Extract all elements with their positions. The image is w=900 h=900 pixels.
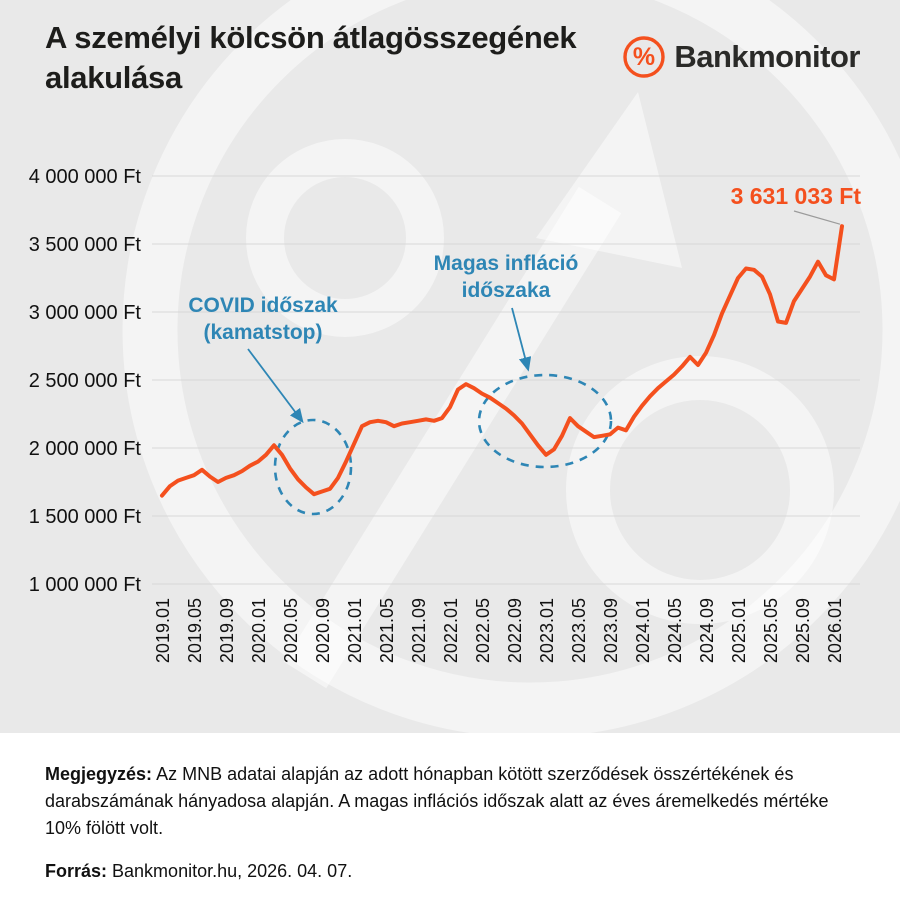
source-label: Forrás: (45, 861, 108, 881)
inflation-annotation-label-line1: Magas infláció (434, 252, 579, 275)
x-tick-label: 2019.05 (185, 598, 205, 663)
x-tick-label: 2026.01 (825, 598, 845, 663)
covid-annotation-label-line2: (kamatstop) (203, 321, 322, 344)
watermark-arrow-head (536, 92, 682, 268)
annotations: COVID időszak (kamatstop) Magas infláció id… (188, 252, 613, 516)
x-tick-label: 2024.09 (697, 598, 717, 663)
watermark-outer-ring (122, 0, 900, 733)
inflation-annotation-arrow (511, 307, 532, 372)
y-tick-label: 2 000 000 Ft (29, 438, 142, 460)
last-value-label: 3 631 033 Ft (731, 183, 862, 209)
y-tick-label: 4 000 000 Ft (29, 166, 142, 188)
watermark-arrow-shaft (283, 186, 622, 689)
trend-line (160, 224, 844, 498)
line-chart: 4 000 000 Ft 3 500 000 Ft 3 000 000 Ft 2 50… (29, 166, 862, 663)
source-text: Forrás: Bankmonitor.hu, 2026. 04. 07. (45, 861, 353, 881)
x-tick-label: 2021.05 (377, 598, 397, 663)
y-tick-label: 3 500 000 Ft (29, 234, 142, 256)
y-tick-label: 1 500 000 Ft (29, 506, 142, 528)
brand-logo: % Bankmonitor (621, 34, 860, 80)
x-tick-label: 2022.01 (441, 598, 461, 663)
x-tick-label: 2021.01 (345, 598, 365, 663)
x-tick-label: 2022.09 (505, 598, 525, 663)
x-tick-label: 2025.01 (729, 598, 749, 663)
note-text: Megjegyzés: Az MNB adatai alapján az ado… (45, 764, 829, 838)
x-tick-label: 2023.05 (569, 598, 589, 663)
footer: Megjegyzés: Az MNB adatai alapján az ado… (0, 733, 900, 900)
watermark-lower-dot (566, 356, 834, 624)
x-axis-labels: 2019.01 2019.05 2019.09 2020.01 2020.05 2020.… (153, 598, 845, 663)
x-tick-label: 2019.09 (217, 598, 237, 663)
last-value-leader-line (793, 210, 841, 225)
inflation-period-ellipse (477, 373, 613, 469)
average-amount-line (160, 224, 844, 498)
y-tick-label: 2 500 000 Ft (29, 370, 142, 392)
x-tick-label: 2020.09 (313, 598, 333, 663)
covid-annotation-arrow (247, 348, 304, 424)
note-label: Megjegyzés: (45, 764, 153, 784)
covid-annotation-label-line1: COVID időszak (188, 294, 338, 317)
x-tick-label: 2022.05 (473, 598, 493, 663)
x-tick-label: 2020.05 (281, 598, 301, 663)
y-tick-label: 3 000 000 Ft (29, 302, 142, 324)
y-axis-labels: 4 000 000 Ft 3 500 000 Ft 3 000 000 Ft 2 50… (29, 166, 142, 596)
bankmonitor-percent-icon: % (623, 36, 666, 78)
gridlines (152, 175, 860, 585)
x-tick-label: 2024.05 (665, 598, 685, 663)
watermark-upper-dot (246, 139, 444, 337)
svg-text:%: % (633, 43, 655, 71)
inflation-annotation-label-line2: időszaka (462, 279, 551, 302)
percent-watermark-icon (122, 0, 900, 733)
x-tick-label: 2024.01 (633, 598, 653, 663)
x-tick-label: 2023.01 (537, 598, 557, 663)
chart-panel: 4 000 000 Ft 3 500 000 Ft 3 000 000 Ft 2 50… (0, 0, 900, 733)
x-tick-label: 2025.09 (793, 598, 813, 663)
covid-period-ellipse (273, 418, 353, 516)
last-value-callout: 3 631 033 Ft (731, 183, 862, 225)
page-title: A személyi kölcsön átlagösszegének alaku… (45, 20, 577, 95)
brand-name: Bankmonitor (674, 39, 860, 74)
x-tick-label: 2019.01 (153, 598, 173, 663)
y-tick-label: 1 000 000 Ft (29, 574, 142, 596)
x-tick-label: 2023.09 (601, 598, 621, 663)
x-tick-label: 2025.05 (761, 598, 781, 663)
x-tick-label: 2021.09 (409, 598, 429, 663)
x-tick-label: 2020.01 (249, 598, 269, 663)
